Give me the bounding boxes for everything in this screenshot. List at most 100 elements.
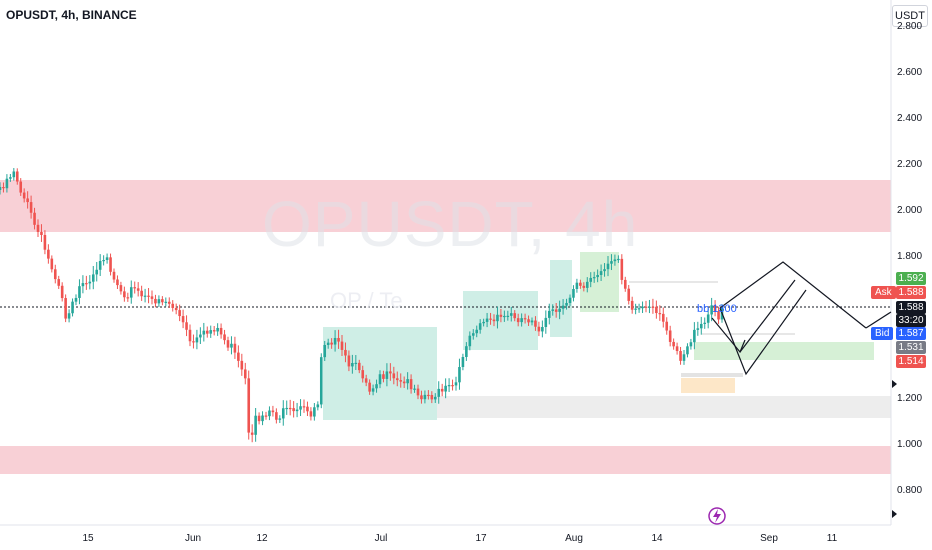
candle-body [551,309,555,311]
candle-body [447,385,451,387]
candle-body [344,349,347,356]
candle-body [237,352,240,361]
green-box [580,252,619,312]
chart-annotation[interactable]: bb 1300 [697,303,737,315]
candle-body [281,408,285,419]
y-axis-label: 1.000 [897,439,923,450]
candle-body [516,318,520,323]
candle-body [596,274,599,278]
projection-line [865,311,892,329]
lower-demand-zone [0,446,891,474]
candle-body [157,299,161,304]
candle-body [133,287,137,289]
candle-body [682,354,686,361]
candle-body [558,308,561,312]
candle-body [589,277,593,282]
x-axis-label: 15 [82,533,94,544]
candle-body [499,314,503,317]
grey-strip [681,373,743,377]
y-axis-label: 2.800 [897,21,923,32]
grey-range-box [437,396,891,418]
candle-body [181,316,185,323]
candle-body [209,330,213,334]
candle-body [109,257,112,272]
red-level-tag: 1.514 [896,355,926,368]
candle-body [648,306,651,308]
candle-body [351,363,354,367]
projection-line [719,261,867,329]
candle-body [278,418,282,420]
candle-body [485,318,489,322]
candle-body [309,411,313,417]
candle-body [185,322,188,330]
candle-body [375,384,378,389]
candle-body [465,346,468,358]
candle-body [102,260,105,262]
candle-body [385,371,389,379]
candle-body [140,290,143,297]
upper-supply-zone [0,180,891,232]
candle-body [637,308,641,310]
candle-body [572,288,575,298]
candle-body [12,171,16,178]
candle-body [47,249,50,259]
candle-body [88,281,92,284]
candle-body [717,311,720,320]
x-axis-label: Aug [565,533,583,544]
candle-body [599,271,603,275]
x-axis-label: Sep [760,533,778,544]
candle-body [340,341,344,350]
candle-body [174,307,178,311]
candle-body [199,334,202,338]
candle-body [313,407,316,417]
candle-body [699,323,703,329]
candle-body [9,177,12,179]
bid-price-tag: 1.587 [896,327,926,340]
candle-body [634,308,637,310]
candle-body [644,306,648,308]
candle-body [461,357,465,368]
candle-body [603,269,606,272]
candle-body [285,407,289,410]
symbol-title[interactable]: OPUSDT, 4h, BINANCE [6,8,137,22]
candle-body [679,351,682,361]
candle-body [216,327,219,332]
candle-body [123,291,126,298]
candle-body [413,388,416,390]
candle-body [161,299,164,303]
y-axis-label: 1.200 [897,393,923,404]
lightning-bolt [713,509,721,523]
candle-body [710,305,713,315]
candle-body [295,409,299,412]
candle-body [668,330,672,342]
candle-body [143,295,147,297]
candle-body [706,314,710,323]
candle-body [91,274,95,282]
watermark-subtitle: OP / Te [330,288,403,313]
candle-body [471,333,475,336]
candle-body [261,415,264,422]
candle-body [686,346,689,355]
bid-label-tag: Bid [871,327,894,340]
candle-body [205,330,209,334]
candle-body [243,369,247,379]
candle-body [423,394,427,400]
candle-body [696,328,700,330]
candle-body [150,296,154,299]
candle-body [15,171,19,182]
candle-body [364,378,368,383]
x-axis-label: 17 [475,533,487,544]
candle-body [50,258,54,270]
candle-body [85,283,88,285]
candle-body [693,329,696,343]
candle-body [392,373,396,379]
candle-body [689,342,693,347]
candle-body [509,313,513,316]
currency-button[interactable]: USDT [892,5,928,27]
candle-body [554,309,558,312]
candle-body [95,269,99,275]
candle-body [496,314,499,322]
target-green-box [694,342,874,360]
